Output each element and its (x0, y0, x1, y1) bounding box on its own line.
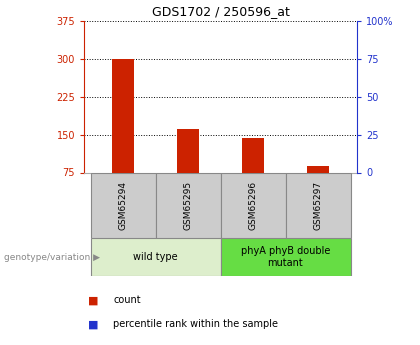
Text: percentile rank within the sample: percentile rank within the sample (113, 319, 278, 329)
Text: wild type: wild type (133, 252, 178, 262)
Title: GDS1702 / 250596_at: GDS1702 / 250596_at (152, 5, 289, 18)
Bar (155, 172, 220, 238)
Text: GSM65294: GSM65294 (118, 181, 128, 230)
Bar (220, 172, 286, 238)
Text: phyA phyB double
mutant: phyA phyB double mutant (241, 246, 330, 268)
Bar (307, 166, 329, 172)
Text: count: count (113, 295, 141, 305)
Text: GSM65295: GSM65295 (184, 181, 192, 230)
Text: genotype/variation ▶: genotype/variation ▶ (4, 253, 100, 262)
Bar (90, 172, 155, 238)
Text: ■: ■ (88, 295, 99, 305)
Text: ■: ■ (88, 319, 99, 329)
Bar (112, 59, 134, 172)
Bar (286, 172, 351, 238)
Bar (241, 138, 264, 172)
Text: GSM65296: GSM65296 (249, 181, 257, 230)
Text: GSM65297: GSM65297 (313, 181, 323, 230)
Bar (90, 238, 220, 276)
Bar (220, 238, 351, 276)
Bar (177, 129, 200, 172)
